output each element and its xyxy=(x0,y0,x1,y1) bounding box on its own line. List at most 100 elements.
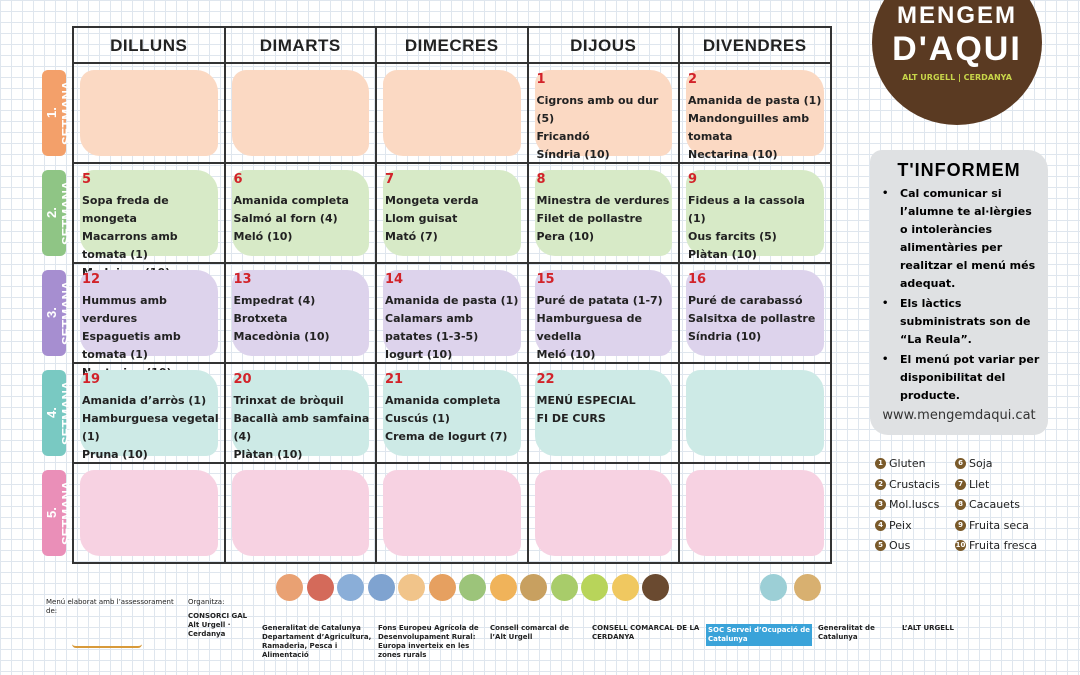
food-icon xyxy=(794,574,821,601)
menu-item: Hamburguesa vegetal (1) xyxy=(82,412,219,443)
sponsor-logo: Generalitat de Catalunya Departament d’A… xyxy=(262,624,372,659)
menu-cell: 2 Amanida de pasta (1) Mandonguilles amb t… xyxy=(680,64,832,164)
menu-item: Iogurt (10) xyxy=(385,348,453,361)
sponsor-logo: CONSELL COMARCAL DE LA CERDANYA xyxy=(592,624,700,641)
cell-background xyxy=(534,370,672,456)
menu-cell: 22 MENÚ ESPECIAL FI DE CURS xyxy=(528,364,680,464)
sponsor-logo: SOC Servei d’Ocupació de Catalunya xyxy=(706,624,812,646)
menu-cell: 8 Minestra de verdures Filet de pollastre P… xyxy=(528,164,680,264)
menu-item: Amanida d’arròs (1) xyxy=(82,394,207,407)
allergen: 1 Gluten xyxy=(875,457,926,470)
allergen-name: Ous xyxy=(889,539,911,552)
food-icon xyxy=(276,574,303,601)
menu-item: Calamars amb patates (1-3-5) xyxy=(385,312,479,343)
allergen: 6 Soja xyxy=(955,457,993,470)
menu-cell: 12 Hummus amb verdures Espaguetis amb toma… xyxy=(74,264,226,379)
allergen: 3 Mol.luscs xyxy=(875,498,939,511)
sponsor-logo: Fons Europeu Agrícola de Desenvolupament… xyxy=(378,624,479,659)
food-icon xyxy=(611,574,639,601)
menu-item: Llom guisat xyxy=(385,212,458,225)
menu-cell: 7 Mongeta verda Llom guisat Mató (7) xyxy=(377,164,529,264)
day-number: 12 xyxy=(82,272,101,287)
menu-item: Crema de Iogurt (7) xyxy=(385,430,508,443)
logo: MENGEM D'AQUI ALT URGELL | CERDANYA xyxy=(872,0,1042,125)
day-number: 9 xyxy=(688,172,698,187)
day-number: 19 xyxy=(82,372,101,387)
menu-item: Salsitxa de pollastre xyxy=(688,312,816,325)
menu-cell xyxy=(377,64,529,164)
allergen-number: 2 xyxy=(875,478,886,490)
week-label: 1. SETMANA xyxy=(42,70,74,156)
advised-label: Menú elaborat amb l’assessorament de: xyxy=(46,598,174,615)
cell-background xyxy=(534,170,672,256)
week-label: 4. SETMANA xyxy=(42,370,74,456)
info-list: • Cal comunicar si l’alumne te al·lèrgies… xyxy=(882,185,1040,405)
menu-item: FI DE CURS xyxy=(536,412,606,425)
menu-item: Amanida de pasta (1) xyxy=(385,294,519,307)
allergen-name: Gluten xyxy=(889,457,926,470)
day-number: 1 xyxy=(536,72,546,87)
cell-background xyxy=(686,370,824,456)
allergen: 10 Fruita fresca xyxy=(955,539,1037,552)
menu-item: Amanida de pasta (1) xyxy=(688,94,822,107)
sponsor-logo: L’ALT URGELL xyxy=(902,624,954,632)
day-header: DIMECRES xyxy=(377,28,529,64)
menu-cell xyxy=(74,464,226,564)
menu-items: Amanida de pasta (1) Calamars amb patates… xyxy=(385,292,523,364)
cell-background xyxy=(80,470,218,556)
allergen: 7 Llet xyxy=(955,478,989,491)
allergen: 5 Ous xyxy=(875,539,910,552)
bullet: • xyxy=(882,298,889,309)
sponsor-logo: Generalitat de Catalunya xyxy=(818,624,875,641)
day-number: 2 xyxy=(688,72,698,87)
cell-background xyxy=(231,470,369,556)
menu-item: Bacallà amb samfaina (4) xyxy=(233,412,370,443)
menu-item: Trinxat de bròquil xyxy=(233,394,344,407)
week-label: 2. SETMANA xyxy=(42,170,74,256)
menu-items: Amanida completa Cuscús (1) Crema de Iogur… xyxy=(385,392,523,446)
day-number: 6 xyxy=(233,172,243,187)
food-icon xyxy=(367,574,395,601)
menu-cell xyxy=(680,464,832,564)
allergen-name: Fruita seca xyxy=(969,518,1029,532)
info-text: Cal comunicar si l’alumne te al·lèrgies … xyxy=(900,187,1036,290)
allergen: 4 Peix xyxy=(875,519,912,532)
website: www.mengemdaqui.cat xyxy=(882,408,1036,423)
menu-item: Fricandó xyxy=(536,130,590,143)
menu-cell xyxy=(225,464,377,564)
advisor-logo xyxy=(72,612,142,648)
menu-cell: 19 Amanida d’arròs (1) Hamburguesa vegetal… xyxy=(74,364,226,464)
info-text: El menú pot variar per disponibilitat de… xyxy=(900,353,1040,402)
allergen-number: 4 xyxy=(875,519,886,531)
day-number: 15 xyxy=(536,272,555,287)
info-title: T'INFORMEM xyxy=(897,160,1021,180)
allergen-number: 5 xyxy=(875,540,886,551)
day-header: DIVENDRES xyxy=(680,28,832,64)
info-item: • Cal comunicar si l’alumne te al·lèrgies… xyxy=(882,185,1040,293)
cell-background xyxy=(231,70,369,156)
menu-items: Amanida d’arròs (1) Hamburguesa vegetal (… xyxy=(82,392,220,464)
food-icon xyxy=(550,574,578,601)
allergen-name: Llet xyxy=(969,477,990,491)
menu-cell xyxy=(528,464,680,564)
menu-item: Puré de carabassó xyxy=(688,294,803,307)
menu-item: Minestra de verdures xyxy=(536,194,670,207)
menu-item: Macedònia (10) xyxy=(233,330,330,343)
sponsor-logo: CONSORCI GAL Alt Urgell · Cerdanya xyxy=(188,612,248,638)
menu-item: Meló (10) xyxy=(536,348,596,361)
cell-background xyxy=(534,470,672,556)
menu-items: Empedrat (4) Brotxeta Macedònia (10) xyxy=(234,292,372,346)
menu-cell: 16 Puré de carabassó Salsitxa de pollastre… xyxy=(680,264,832,364)
allergen-number: 6 xyxy=(955,458,966,469)
cell-background xyxy=(231,270,369,356)
food-icon xyxy=(489,574,517,601)
menu-item: Fideus a la cassola (1) xyxy=(688,194,805,225)
bullet: • xyxy=(882,354,889,365)
menu-item: Hamburguesa de vedella xyxy=(536,312,643,343)
menu-item: Plàtan (10) xyxy=(688,248,757,261)
menu-cell xyxy=(377,464,529,564)
week-label: 5. SETMANA xyxy=(42,470,74,556)
menu-cell: 6 Amanida completa Salmó al forn (4) Meló (… xyxy=(225,164,377,264)
cell-background xyxy=(686,170,824,256)
bullet: • xyxy=(882,188,889,199)
